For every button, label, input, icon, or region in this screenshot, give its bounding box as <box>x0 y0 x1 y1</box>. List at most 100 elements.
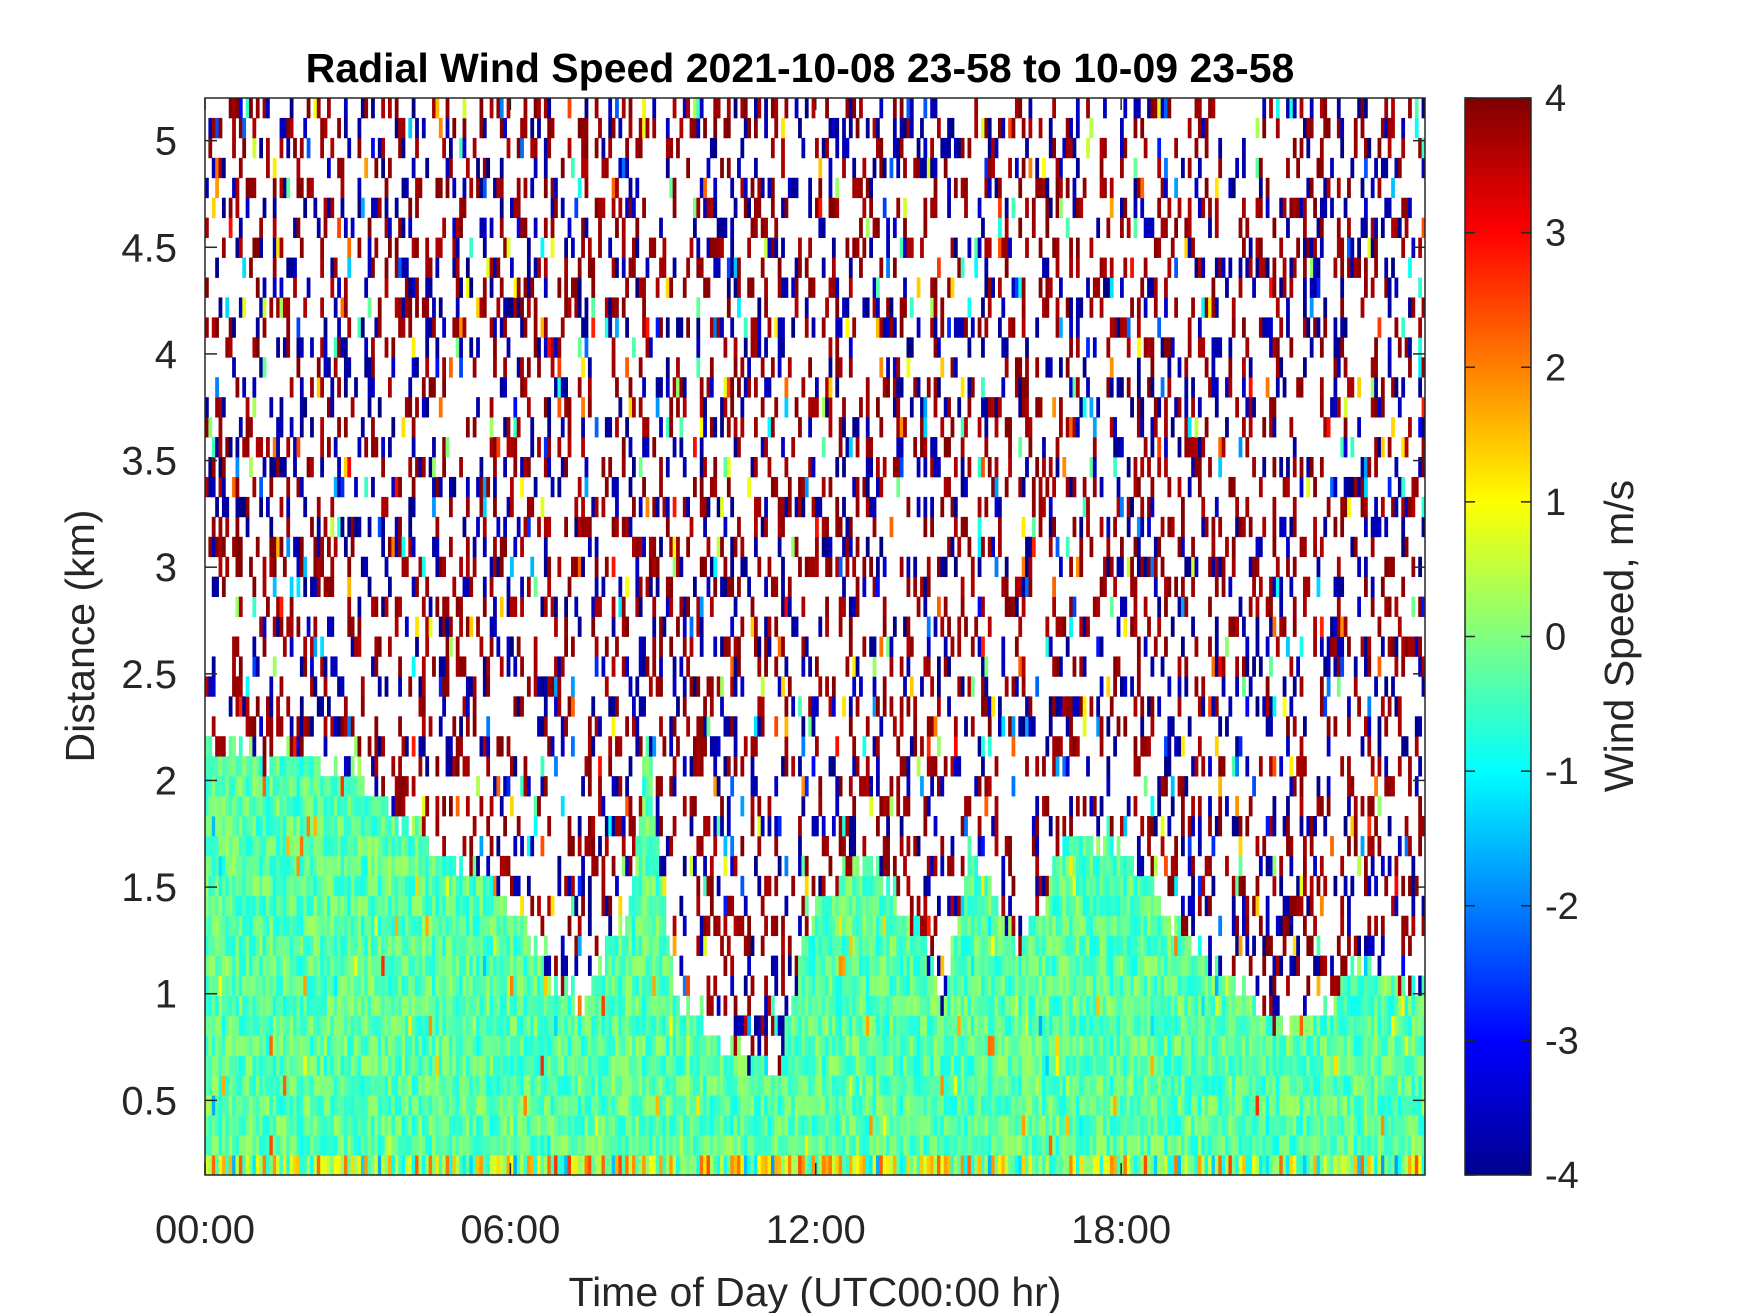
heatmap-cell <box>689 756 694 777</box>
heatmap-cell <box>645 257 650 278</box>
heatmap-cell <box>540 835 545 857</box>
heatmap-cell <box>520 217 524 239</box>
heatmap-cell <box>696 1015 701 1036</box>
heatmap-cell <box>320 995 325 1016</box>
heatmap-cell <box>299 1015 304 1036</box>
heatmap-cell <box>364 157 369 179</box>
heatmap-cell <box>567 417 572 438</box>
heatmap-cell <box>499 796 504 817</box>
heatmap-cell <box>330 496 335 518</box>
heatmap-cell <box>706 676 711 697</box>
heatmap-cell <box>371 756 375 777</box>
heatmap-cell <box>354 377 358 398</box>
heatmap-cell <box>215 915 219 937</box>
heatmap-cell <box>543 596 548 617</box>
heatmap-cell <box>503 1115 508 1136</box>
heatmap-cell <box>310 1015 314 1036</box>
heatmap-cell <box>442 1095 447 1116</box>
heatmap-cell <box>262 835 267 857</box>
heatmap-cell <box>411 277 416 298</box>
heatmap-cell <box>306 1035 311 1056</box>
heatmap-cell <box>513 457 518 478</box>
heatmap-cell <box>327 616 331 637</box>
heatmap-cell <box>337 337 341 358</box>
heatmap-cell <box>608 1155 613 1176</box>
heatmap-cell <box>235 995 240 1016</box>
heatmap-cell <box>645 895 650 917</box>
heatmap-cell <box>445 616 450 637</box>
heatmap-cell <box>310 377 314 398</box>
heatmap-cell <box>703 855 707 877</box>
heatmap-cell <box>411 736 416 757</box>
heatmap-cell <box>581 1035 585 1056</box>
heatmap-cell <box>638 1055 643 1076</box>
heatmap-cell <box>642 317 646 338</box>
heatmap-cell <box>598 756 602 777</box>
heatmap-cell <box>296 357 301 378</box>
heatmap-cell <box>537 995 541 1016</box>
heatmap-cell <box>232 1075 236 1096</box>
heatmap-column <box>394 98 399 1176</box>
heatmap-cell <box>245 397 250 418</box>
heatmap-cell <box>642 536 646 558</box>
heatmap-cell <box>672 496 677 518</box>
heatmap-cell <box>506 975 511 996</box>
heatmap-cell <box>232 915 236 937</box>
heatmap-cell <box>272 1075 277 1096</box>
heatmap-cell <box>255 536 260 558</box>
heatmap-cell <box>591 496 596 518</box>
heatmap-cell <box>513 1035 518 1056</box>
heatmap-cell <box>699 995 704 1016</box>
heatmap-cell <box>228 895 233 917</box>
heatmap-cell <box>459 995 463 1016</box>
heatmap-cell <box>557 995 562 1016</box>
heatmap-cell <box>316 1075 321 1096</box>
heatmap-cell <box>371 1035 375 1056</box>
heatmap-cell <box>435 516 440 538</box>
heatmap-cell <box>496 975 501 996</box>
heatmap-cell <box>699 556 704 578</box>
heatmap-cell <box>720 417 724 438</box>
heatmap-cell <box>337 1115 341 1136</box>
heatmap-cell <box>577 1015 582 1036</box>
heatmap-cell <box>679 955 684 976</box>
heatmap-cell <box>686 716 691 737</box>
heatmap-cell <box>781 137 785 159</box>
heatmap-cell <box>750 1035 755 1056</box>
heatmap-cell <box>747 1155 752 1176</box>
heatmap-cell <box>584 835 589 857</box>
heatmap-cell <box>435 337 440 358</box>
heatmap-cell <box>259 776 264 797</box>
heatmap-cell <box>465 756 470 777</box>
heatmap-cell <box>499 1055 504 1076</box>
heatmap-cell <box>503 1055 508 1076</box>
heatmap-cell <box>242 995 247 1016</box>
heatmap-cell <box>221 197 226 219</box>
heatmap-cell <box>276 855 280 877</box>
heatmap-cell <box>465 1115 470 1136</box>
heatmap-cell <box>299 137 304 159</box>
heatmap-cell <box>709 1095 714 1116</box>
heatmap-cell <box>469 855 474 877</box>
heatmap-cell <box>215 835 219 857</box>
heatmap-cell <box>503 357 508 378</box>
heatmap-cell <box>238 1135 243 1156</box>
heatmap-cell <box>388 955 392 976</box>
heatmap-cell <box>750 1135 755 1156</box>
heatmap-cell <box>350 895 355 917</box>
heatmap-cell <box>554 197 558 219</box>
heatmap-cell <box>415 1135 419 1156</box>
heatmap-cell <box>604 1055 609 1076</box>
heatmap-cell <box>645 656 650 677</box>
heatmap-cell <box>513 1115 518 1136</box>
heatmap-cell <box>526 237 531 258</box>
heatmap-cell <box>757 796 762 817</box>
heatmap-cell <box>550 217 555 239</box>
heatmap-cell <box>262 1015 267 1036</box>
heatmap-cell <box>296 895 301 917</box>
heatmap-cell <box>699 377 704 398</box>
heatmap-cell <box>367 217 372 239</box>
heatmap-cell <box>682 1055 687 1076</box>
heatmap-cell <box>713 1035 718 1056</box>
heatmap-cell <box>286 297 291 318</box>
